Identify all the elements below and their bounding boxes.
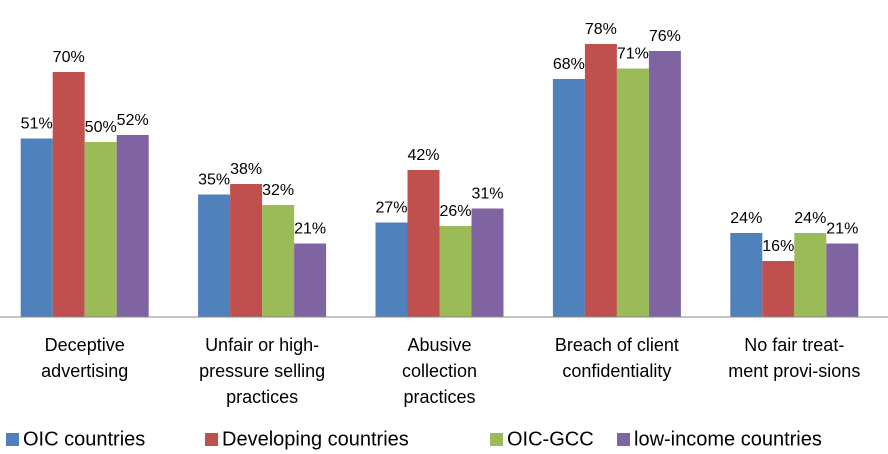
category-line: No fair treat- (744, 335, 844, 355)
bar (262, 205, 295, 317)
value-label: 71% (617, 46, 649, 63)
bar (20, 138, 53, 317)
legend-swatch (6, 433, 19, 446)
bar (471, 208, 504, 317)
category-label: No fair treat-ment provi-sions (728, 335, 860, 381)
value-label: 35% (198, 172, 230, 189)
bar (375, 222, 408, 317)
bar (730, 233, 763, 317)
value-label: 42% (407, 147, 439, 164)
value-label: 50% (85, 119, 117, 136)
category-label: Breach of client confidentiality (555, 335, 679, 381)
legend-label: OIC countries (23, 428, 145, 450)
category-label: Deceptive advertising (41, 335, 128, 381)
category-line: Breach of client (555, 335, 679, 355)
category-line: practices (226, 387, 298, 407)
category-line: practices (403, 387, 475, 407)
category-line: Unfair or high- (205, 335, 319, 355)
legend-label: low-income countries (634, 428, 822, 450)
legend-swatch (490, 433, 503, 446)
value-label: 38% (230, 161, 262, 178)
value-label: 21% (294, 221, 326, 238)
value-label: 32% (262, 182, 294, 199)
bar (230, 184, 263, 317)
legend-swatch (617, 433, 630, 446)
category-label: Unfair or high-pressure selling practices (199, 335, 325, 407)
bar (294, 243, 327, 317)
category-line: Deceptive (45, 335, 125, 355)
value-label: 24% (730, 210, 762, 227)
bar (84, 142, 117, 317)
bar (439, 226, 472, 317)
value-label: 51% (21, 116, 53, 133)
value-label: 21% (826, 221, 858, 238)
bar (616, 68, 649, 317)
bar (198, 194, 231, 317)
value-label: 31% (471, 186, 503, 203)
value-label: 24% (794, 210, 826, 227)
value-label: 70% (53, 49, 85, 66)
category-line: confidentiality (562, 361, 671, 381)
value-label: 68% (553, 56, 585, 73)
value-label: 52% (117, 112, 149, 129)
bar (762, 261, 795, 317)
category-label: Abusive collection practices (402, 335, 477, 407)
category-line: Abusive (407, 335, 471, 355)
legend-swatch (205, 433, 218, 446)
bar (648, 51, 681, 317)
value-label: 76% (649, 28, 681, 45)
category-line: advertising (41, 361, 128, 381)
category-line: ment provi-sions (728, 361, 860, 381)
bar (116, 135, 149, 317)
bar (407, 170, 440, 317)
bar (826, 243, 859, 317)
bar (552, 79, 585, 317)
value-label: 27% (375, 200, 407, 217)
category-line: pressure selling (199, 361, 325, 381)
bar (794, 233, 827, 317)
category-line: collection (402, 361, 477, 381)
value-label: 26% (439, 203, 471, 220)
legend-label: OIC-GCC (507, 428, 594, 450)
value-label: 78% (585, 21, 617, 38)
legend-label: Developing countries (222, 428, 409, 450)
value-label: 16% (762, 238, 794, 255)
bar (584, 44, 617, 317)
bar (52, 72, 85, 317)
